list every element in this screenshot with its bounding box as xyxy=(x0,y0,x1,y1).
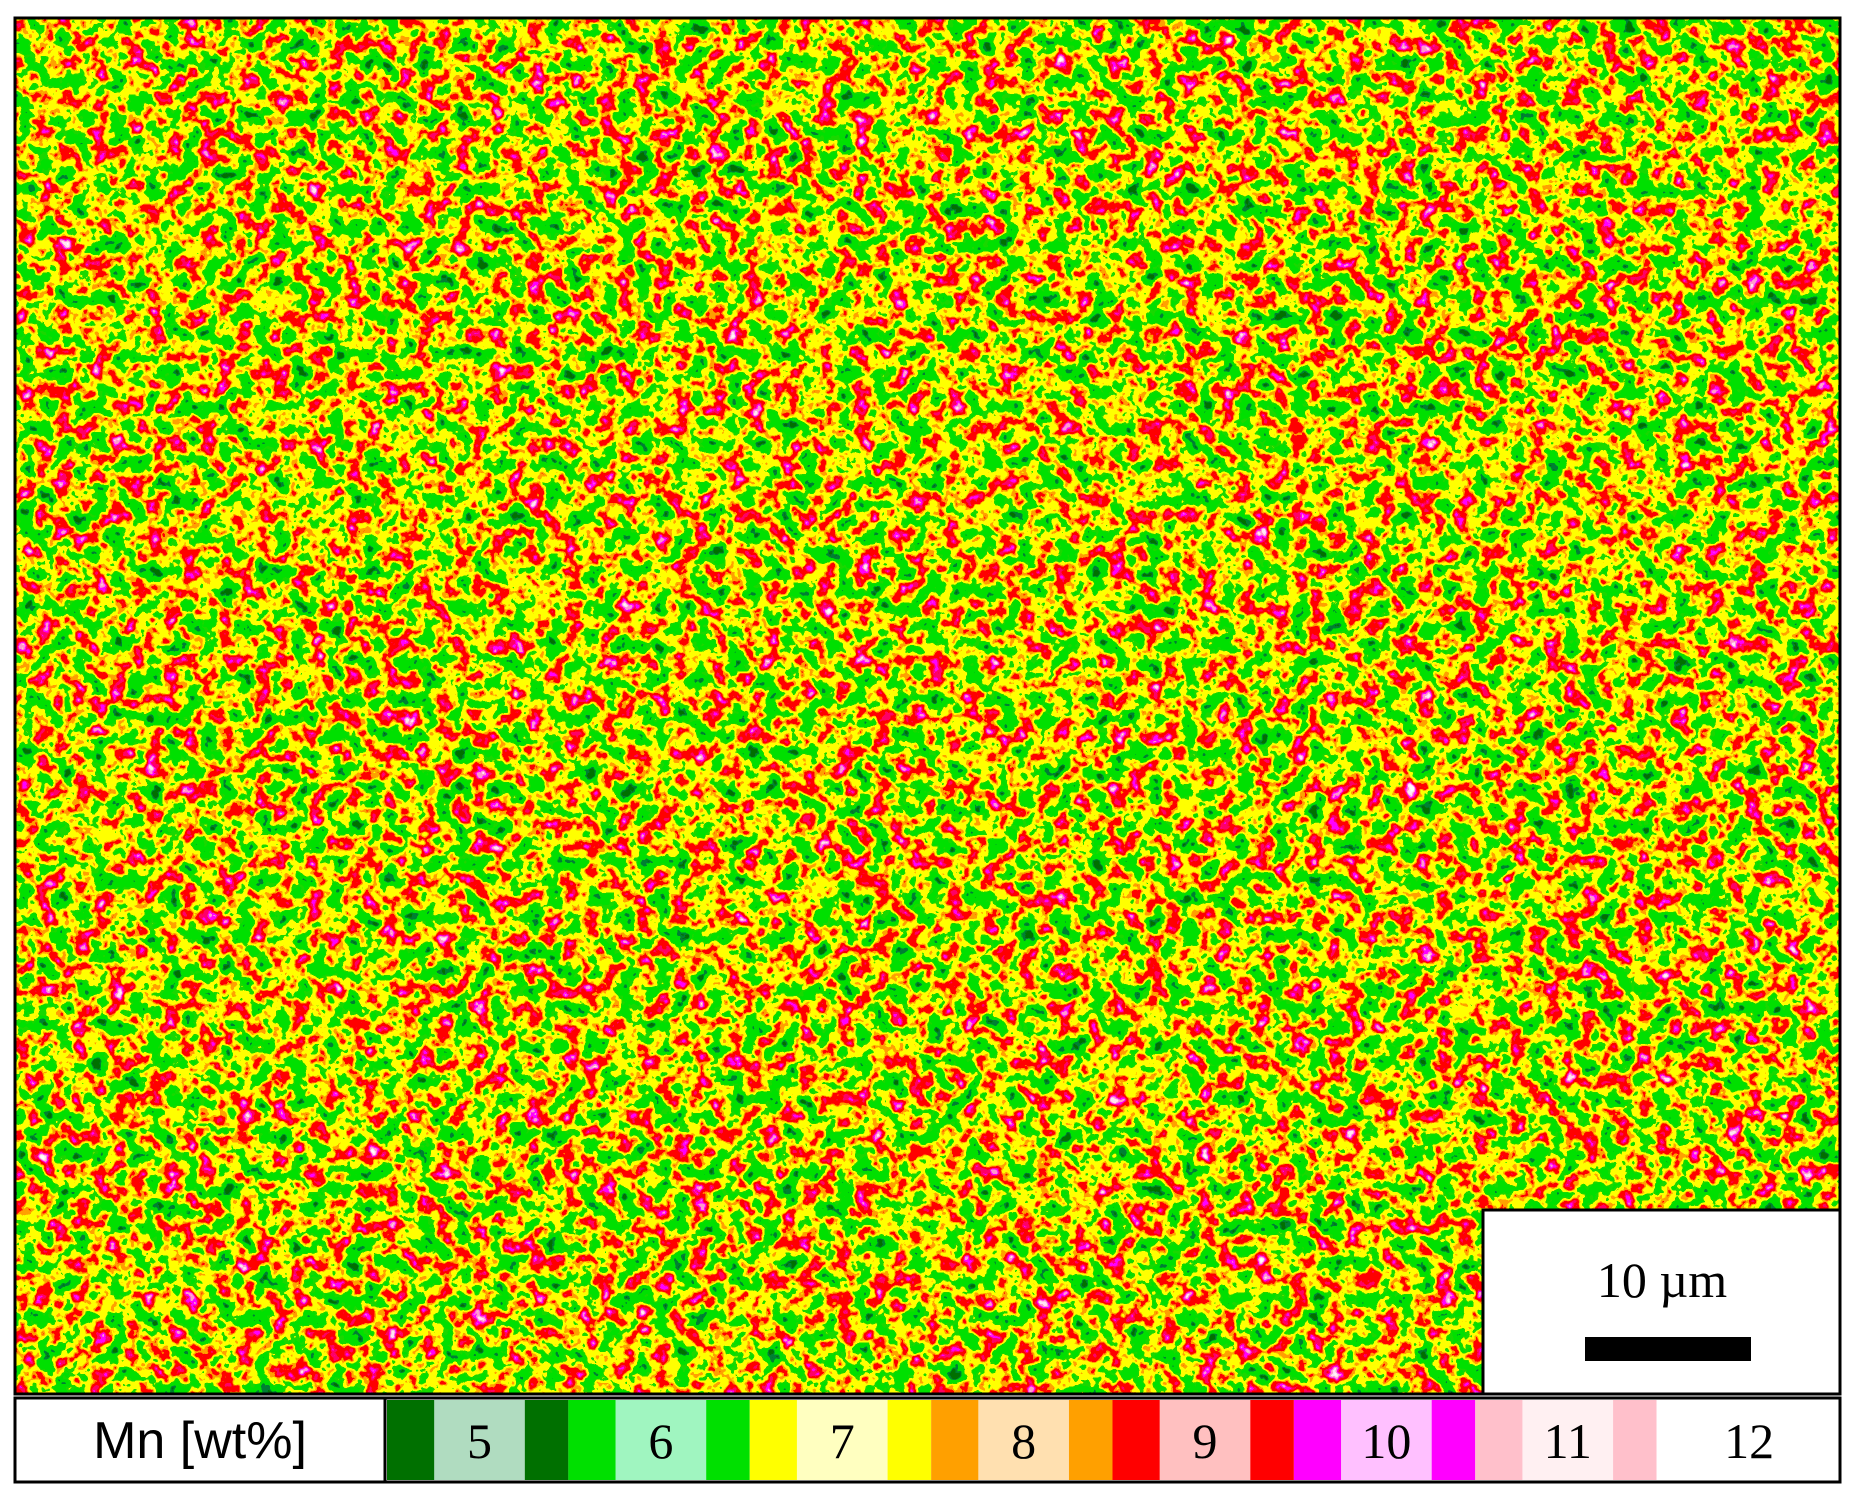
legend-swatch-inner xyxy=(615,1400,707,1480)
legend-swatch-inner xyxy=(1341,1400,1432,1480)
scale-bar-box xyxy=(1481,1208,1842,1396)
scale-bar xyxy=(1585,1337,1751,1361)
legend-swatch-inner xyxy=(1703,1400,1795,1480)
legend-label: Mn [wt%] xyxy=(93,1412,307,1470)
legend-tick-label: 8 xyxy=(1011,1413,1036,1469)
composition-map xyxy=(15,18,1840,1394)
legend-tick-label: 9 xyxy=(1193,1413,1218,1469)
legend-swatch-inner xyxy=(1522,1400,1614,1480)
legend-tick-label: 12 xyxy=(1724,1413,1774,1469)
scale-bar-label: 10 µm xyxy=(1597,1252,1727,1308)
legend-swatch-inner xyxy=(434,1400,525,1480)
legend-tick-label: 10 xyxy=(1361,1413,1411,1469)
map-border xyxy=(13,16,1842,1396)
legend-swatch-inner xyxy=(1159,1400,1251,1480)
legend-swatch-inner xyxy=(978,1400,1069,1480)
legend-tick-label: 6 xyxy=(648,1413,673,1469)
legend-tick-label: 5 xyxy=(467,1413,492,1469)
legend-swatch-inner xyxy=(796,1400,888,1480)
legend-tick-label: 11 xyxy=(1544,1413,1592,1469)
legend-tick-label: 7 xyxy=(830,1413,855,1469)
